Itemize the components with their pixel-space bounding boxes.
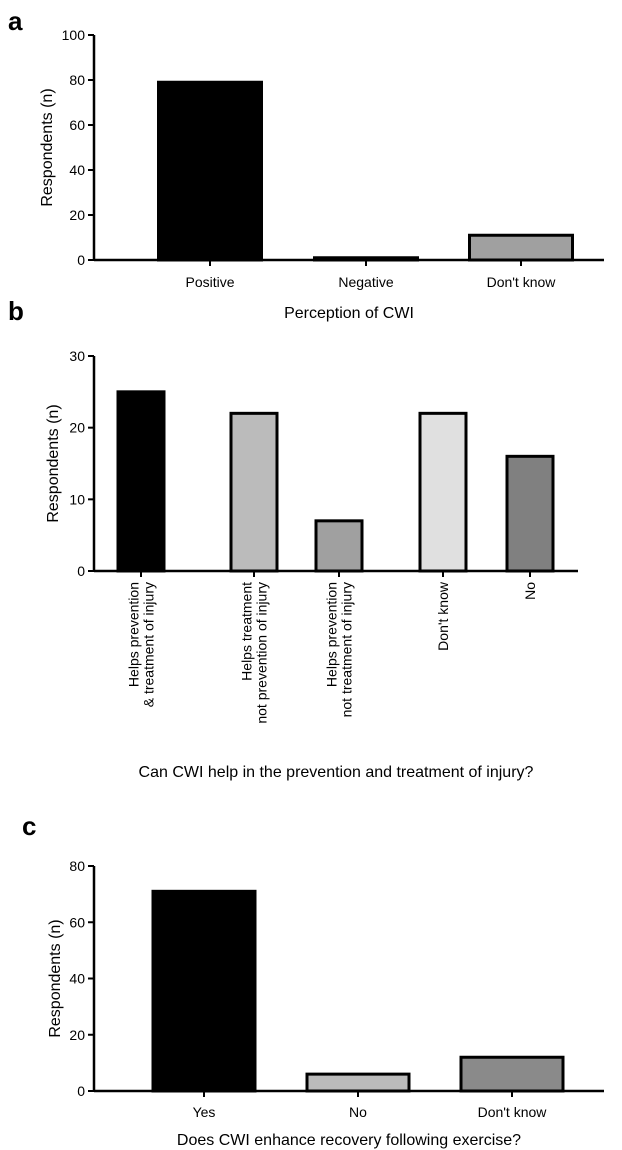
bar-b-4 (505, 454, 555, 573)
y-tick-label-a-2: 40 (69, 162, 85, 178)
y-tick-label-c-4: 80 (69, 858, 85, 874)
y-tick-label-a-5: 100 (62, 27, 86, 43)
category-label-b-2-1: not treatment of injury (339, 582, 355, 717)
y-tick-label-c-3: 60 (69, 914, 85, 930)
y-axis-title-c: Respondents (n) (47, 919, 64, 1037)
category-label-b-2-0: Helps prevention (324, 582, 340, 687)
bar-a-0 (157, 80, 263, 262)
y-tick-label-a-0: 0 (77, 252, 85, 268)
y-tick-label-c-0: 0 (77, 1083, 85, 1099)
category-label-c-1: No (349, 1104, 367, 1120)
y-tick-label-b-0: 0 (77, 563, 85, 579)
y-tick-label-c-2: 40 (69, 971, 85, 987)
x-axis-title-a: Perception of CWI (284, 305, 414, 322)
y-tick-label-b-2: 20 (69, 420, 85, 436)
y-tick-label-a-1: 20 (69, 207, 85, 223)
category-label-c-2: Don't know (478, 1104, 548, 1120)
y-tick-label-c-1: 20 (69, 1027, 85, 1043)
y-tick-label-b-3: 30 (69, 348, 85, 364)
x-axis-title-b: Can CWI help in the prevention and treat… (139, 764, 534, 781)
category-label-a-2: Don't know (487, 274, 557, 290)
panel-letter-b: b (8, 296, 24, 326)
bar-c-0 (151, 889, 257, 1093)
x-axis-title-c: Does CWI enhance recovery following exer… (177, 1132, 521, 1149)
bar-b-3 (418, 411, 468, 573)
y-tick-label-a-4: 80 (69, 72, 85, 88)
panel-letter-c: c (22, 811, 36, 841)
category-label-a-1: Negative (338, 274, 393, 290)
panel-letter-a: a (8, 6, 23, 36)
bar-a-2 (468, 233, 574, 262)
category-label-b-0-1: & treatment of injury (141, 582, 157, 707)
category-label-b-1-1: not prevention of injury (254, 582, 270, 724)
bar-b-1 (229, 411, 279, 573)
category-label-b-3-0: Don't know (435, 581, 451, 651)
bar-c-2 (459, 1055, 565, 1093)
y-tick-label-a-3: 60 (69, 117, 85, 133)
bar-c-1 (305, 1072, 411, 1093)
category-label-b-0-0: Helps prevention (126, 582, 142, 687)
bar-b-2 (314, 519, 364, 573)
y-axis-title-a: Respondents (n) (39, 88, 56, 206)
y-tick-label-b-1: 10 (69, 491, 85, 507)
category-label-c-0: Yes (193, 1104, 216, 1120)
category-label-a-0: Positive (185, 274, 234, 290)
category-label-b-4-0: No (522, 582, 538, 600)
bar-b-0 (116, 390, 166, 573)
category-label-b-1-0: Helps treatment (239, 582, 255, 681)
y-axis-title-b: Respondents (n) (45, 404, 62, 522)
